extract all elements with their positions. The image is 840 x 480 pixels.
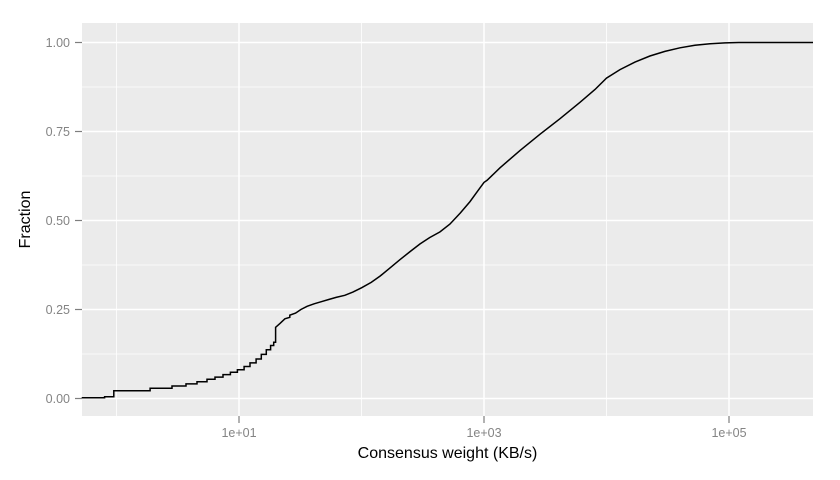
plot-panel: [82, 23, 813, 416]
x-axis-tick-labels: 1e+01 1e+03 1e+05: [221, 426, 746, 440]
y-tick-label: 0.25: [46, 303, 70, 317]
y-tick-label: 1.00: [46, 36, 70, 50]
ecdf-curve: [81, 41, 813, 399]
y-tick-label: 0.00: [46, 392, 70, 406]
grid-minor-lines: [82, 23, 813, 416]
x-tick-label: 1e+01: [221, 426, 256, 440]
x-tick-label: 1e+03: [466, 426, 501, 440]
x-tick-label: 1e+05: [711, 426, 746, 440]
y-axis-tick-labels: 0.00 0.25 0.50 0.75 1.00: [46, 36, 70, 406]
y-axis-title: Fraction: [17, 191, 34, 249]
x-axis-title: Consensus weight (KB/s): [358, 445, 538, 462]
y-tick-label: 0.50: [46, 214, 70, 228]
grid-major-lines: [82, 23, 813, 416]
y-axis-tick-marks: [75, 41, 82, 400]
x-axis-tick-marks: [238, 416, 730, 423]
y-tick-label: 0.75: [46, 125, 70, 139]
